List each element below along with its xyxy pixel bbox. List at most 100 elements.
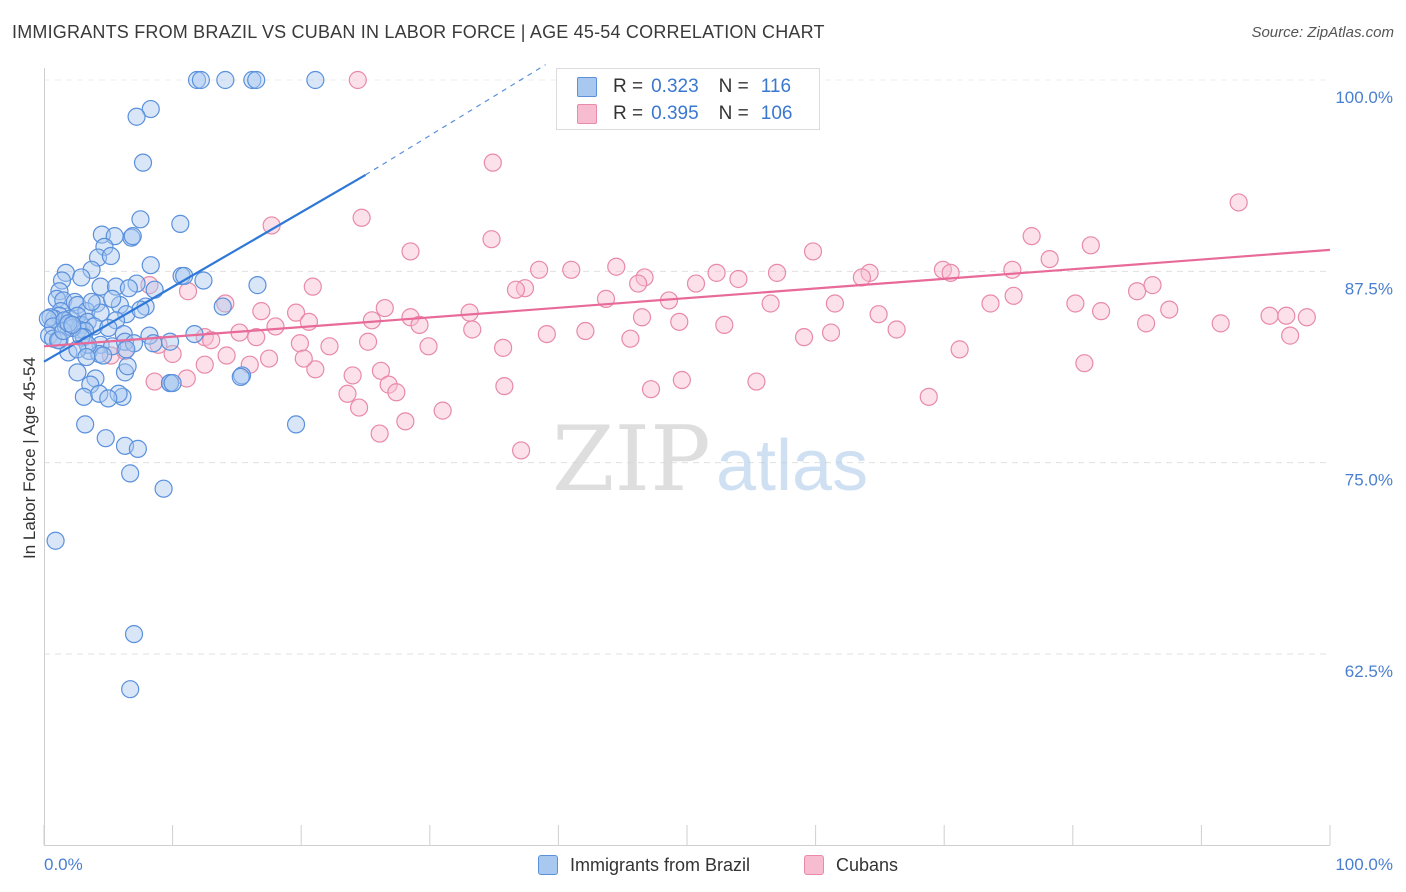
chart-title: IMMIGRANTS FROM BRAZIL VS CUBAN IN LABOR… [12,22,825,42]
cubans-point [247,328,266,347]
cubans-point [352,208,371,227]
cubans-point [641,380,661,399]
cubans-point [729,269,748,289]
cubans-point [410,315,429,335]
brazil-point [91,335,110,354]
brazil-point [91,277,110,296]
stats-row-cubans: R = 0.395 N = 106 [577,101,793,127]
cubans-point [629,274,648,293]
gridlines [44,79,1330,655]
cubans-point [794,328,814,347]
cubans-point [1229,193,1248,212]
brazil-point [163,373,182,393]
brazil-point [306,70,325,90]
brazil-point [77,347,96,367]
cubans-point [1003,260,1022,279]
cubans-point [803,242,823,261]
cubans-point [177,369,196,388]
brazil-point [145,280,164,299]
cubans-n-value: 106 [760,103,793,124]
brazil-point [119,279,138,298]
cubans-point [1081,236,1100,255]
cubans-point [259,349,279,368]
brazil-point [247,70,266,90]
cubans-point [1075,354,1094,373]
axes [44,68,1330,846]
cubans-point [1277,306,1296,325]
chart-legend: Immigrants from Brazil Cubans [0,850,1406,880]
brazil-point [141,99,160,119]
brazil-point [52,271,72,290]
cubans-point [178,282,198,301]
stats-row-brazil: R = 0.323 N = 116 [577,74,792,100]
brazil-point [114,324,133,344]
n-label: N = [718,103,749,124]
brazil-point [133,153,153,172]
cubans-point [320,337,339,356]
brazil-n-value: 116 [760,76,792,97]
brazil-point [76,415,95,434]
brazil-point [154,479,173,498]
cubans-point [349,398,369,417]
y-tick-label: 62.5% [1345,662,1393,681]
brazil-point [187,70,207,90]
chart-source: Source: ZipAtlas.com [1251,24,1394,41]
cubans-point [1281,326,1300,345]
r-label: R = [613,103,644,124]
cubans-point [981,294,1000,313]
watermark-atlas: atlas [716,426,868,506]
cubans-point [1211,314,1230,333]
cubans-point [202,331,221,350]
cubans-point [482,230,501,249]
legend-item-brazil[interactable]: Immigrants from Brazil [538,853,750,877]
cubans-point [562,260,581,279]
brazil-point [95,237,114,256]
brazil-point [82,260,101,279]
cubans-point [686,274,706,293]
cubans-point [286,303,306,322]
brazil-trend-extension [365,64,546,176]
cubans-point [825,294,844,313]
brazil-point [46,531,65,550]
x-tick-label: 100.0% [1335,855,1393,874]
brazil-point [131,210,150,229]
cubans-point [494,338,513,357]
cubans-point [348,70,367,90]
legend-item-cubans[interactable]: Cubans [804,853,898,877]
brazil-point [191,70,210,90]
cubans-point [672,370,691,390]
brazil-point [128,439,147,458]
cubans-point [1066,294,1085,313]
cubans-point [419,337,438,356]
cubans-point [216,294,235,313]
brazil-point [118,357,137,376]
cubans-point [607,257,626,276]
legend-swatch-brazil [538,855,558,875]
cubans-point [375,298,394,318]
cubans-point [358,332,378,351]
brazil-point [216,70,235,90]
cubans-point [670,312,689,331]
cubans-point [715,315,734,335]
cubans-point [433,401,452,420]
cubans-point [1297,308,1316,327]
brazil-point [117,340,136,359]
correlation-stats-box: R = 0.323 N = 116 R = 0.395 N = 106 [556,68,820,130]
cubans-point [306,360,325,379]
cubans-point [852,268,871,287]
brazil-point [68,363,87,382]
cubans-point [632,308,652,327]
legend-swatch-cubans [804,855,824,875]
y-tick-label: 87.5% [1345,279,1393,298]
cubans-point [950,340,969,359]
brazil-trend-line [43,173,367,363]
cubans-point [576,321,595,341]
cubans-point [1160,300,1179,319]
cubans-point [1127,282,1147,301]
brazil-point [213,297,232,316]
brazil-point [121,680,140,699]
cubans-point [483,153,502,172]
cubans-point [869,305,888,324]
cubans-point [1091,302,1111,321]
